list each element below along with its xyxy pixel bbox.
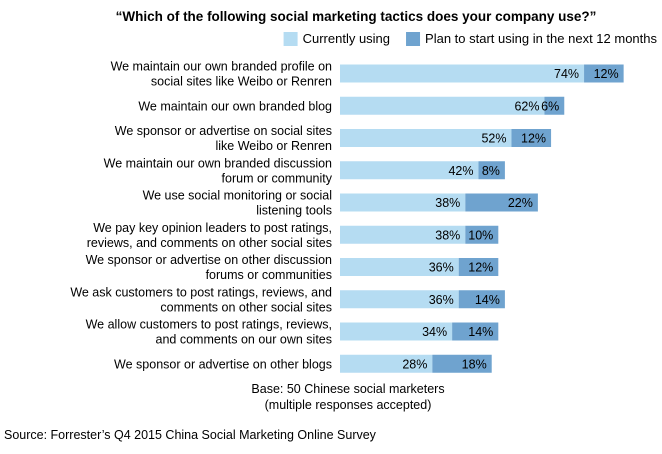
value-label-planned: 10% <box>468 228 493 242</box>
value-label-planned: 14% <box>475 293 500 307</box>
value-label-current: 36% <box>429 261 454 275</box>
base-note-sub: (multiple responses accepted) <box>265 398 432 412</box>
bar-planned <box>458 290 505 309</box>
category-label: forums or communities <box>206 268 332 282</box>
bar-current <box>340 290 459 309</box>
value-label-current: 34% <box>422 325 447 339</box>
value-label-planned: 14% <box>468 325 493 339</box>
category-label: comments on other social sites <box>160 300 332 314</box>
category-label: We sponsor or advertise on social sites <box>115 124 332 138</box>
category-label: We maintain our own branded blog <box>138 99 332 113</box>
value-label-current: 38% <box>435 228 460 242</box>
bar-planned <box>452 322 499 341</box>
value-label-planned: 6% <box>541 99 559 113</box>
bar-planned <box>478 161 505 180</box>
bar-planned <box>511 129 552 147</box>
category-label: We maintain our own branded profile on <box>111 60 332 74</box>
value-label-current: 74% <box>554 67 579 81</box>
bar-row: We maintain our own branded profile onso… <box>111 60 624 89</box>
category-label: We pay key opinion leaders to post ratin… <box>93 221 332 235</box>
bar-current <box>340 64 585 83</box>
bar-current <box>340 129 512 147</box>
category-label: listening tools <box>256 204 332 218</box>
value-label-planned: 12% <box>468 261 493 275</box>
value-label-planned: 8% <box>482 164 500 178</box>
legend: Plan to start using in the next 12 month… <box>283 31 658 46</box>
legend-swatch-1 <box>406 32 421 46</box>
base-note: Base: 50 Chinese social marketers <box>251 382 444 396</box>
bar-row: We allow customers to post ratings, revi… <box>86 318 499 347</box>
value-label-planned: 18% <box>462 357 487 371</box>
category-label: like Weibo or Renren <box>216 139 333 153</box>
bar-current <box>340 322 453 341</box>
bar-row: We sponsor or advertise on other blogs 28… <box>114 354 492 373</box>
bar-row: We pay key opinion leaders to post ratin… <box>87 221 499 250</box>
bar-current <box>340 193 466 212</box>
value-label-planned: 22% <box>508 196 533 210</box>
bar-current <box>340 161 479 180</box>
value-label-current: 42% <box>448 164 473 178</box>
bar-row: We maintain our own branded discussionfo… <box>104 156 505 185</box>
category-label: social sites like Weibo or Renren <box>151 75 332 89</box>
source-note: Source: Forrester’s Q4 2015 China Social… <box>4 428 377 442</box>
legend-swatch-0 <box>283 32 298 46</box>
bar-row: We maintain our own branded blog 62% 6% <box>138 96 565 115</box>
category-label: We maintain our own branded discussion <box>104 156 332 170</box>
bar-current <box>340 96 545 115</box>
category-label: reviews, and comments on other social si… <box>87 236 332 250</box>
value-label-current: 62% <box>514 99 539 113</box>
bar-current <box>340 354 433 373</box>
bar-row: We ask customers to post ratings, review… <box>70 285 505 314</box>
category-label: We use social monitoring or social <box>143 189 332 203</box>
bar-planned <box>544 96 565 115</box>
bar-planned <box>584 64 624 83</box>
bar-planned <box>465 225 499 244</box>
value-label-current: 38% <box>435 196 460 210</box>
bar-rows: We maintain our own branded profile onso… <box>70 60 624 373</box>
value-label-planned: 12% <box>521 132 546 146</box>
bar-planned <box>458 258 499 276</box>
category-label: We sponsor or advertise on other blogs <box>114 357 332 371</box>
category-label: We sponsor or advertise on other discuss… <box>86 253 332 267</box>
value-label-current: 28% <box>402 357 427 371</box>
chart-title: “Which of the following social marketing… <box>116 9 597 24</box>
bar-row: We use social monitoring or sociallisten… <box>143 189 538 218</box>
bar-row: We sponsor or advertise on social sitesl… <box>115 124 552 153</box>
category-label: We allow customers to post ratings, revi… <box>86 318 332 332</box>
bar-planned <box>432 354 492 373</box>
bar-current <box>340 258 459 276</box>
value-label-current: 36% <box>429 293 454 307</box>
legend-label-1: Plan to start using in the next 12 month… <box>425 31 657 46</box>
value-label-planned: 12% <box>594 67 619 81</box>
bar-current <box>340 225 466 244</box>
category-label: We ask customers to post ratings, review… <box>70 285 332 299</box>
category-label: and comments on our own sites <box>156 333 332 347</box>
value-label-current: 52% <box>481 132 506 146</box>
category-label: forum or community <box>222 171 333 185</box>
bar-planned <box>465 193 538 212</box>
legend-label-0: Currently using <box>303 31 390 46</box>
bar-row: We sponsor or advertise on other discuss… <box>86 253 499 282</box>
